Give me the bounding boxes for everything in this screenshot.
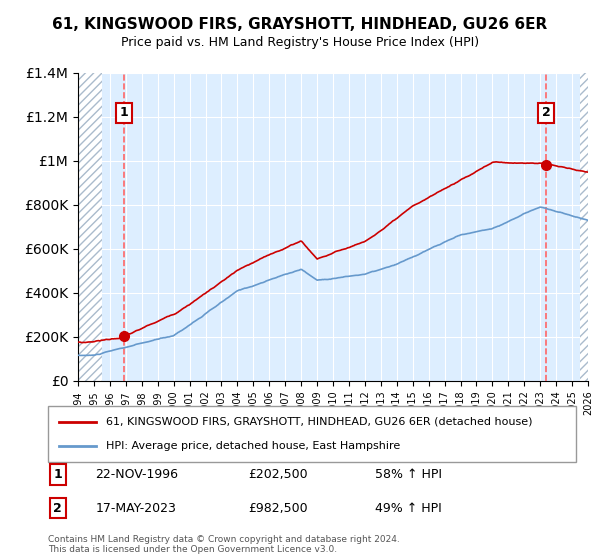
FancyBboxPatch shape: [48, 406, 576, 462]
Text: Price paid vs. HM Land Registry's House Price Index (HPI): Price paid vs. HM Land Registry's House …: [121, 36, 479, 49]
Text: 61, KINGSWOOD FIRS, GRAYSHOTT, HINDHEAD, GU26 6ER (detached house): 61, KINGSWOOD FIRS, GRAYSHOTT, HINDHEAD,…: [106, 417, 533, 427]
Text: £982,500: £982,500: [248, 502, 308, 515]
Text: £202,500: £202,500: [248, 468, 308, 481]
Bar: [580, 73, 588, 381]
Text: 61, KINGSWOOD FIRS, GRAYSHOTT, HINDHEAD, GU26 6ER: 61, KINGSWOOD FIRS, GRAYSHOTT, HINDHEAD,…: [52, 17, 548, 32]
Text: 49% ↑ HPI: 49% ↑ HPI: [376, 502, 442, 515]
Text: 22-NOV-1996: 22-NOV-1996: [95, 468, 179, 481]
Bar: [78, 73, 102, 381]
Text: HPI: Average price, detached house, East Hampshire: HPI: Average price, detached house, East…: [106, 441, 400, 451]
Text: 58% ↑ HPI: 58% ↑ HPI: [376, 468, 442, 481]
Text: 2: 2: [53, 502, 62, 515]
Text: Contains HM Land Registry data © Crown copyright and database right 2024.
This d: Contains HM Land Registry data © Crown c…: [48, 535, 400, 554]
Text: 1: 1: [53, 468, 62, 481]
Text: 17-MAY-2023: 17-MAY-2023: [95, 502, 176, 515]
Text: 1: 1: [120, 106, 128, 119]
Text: 2: 2: [542, 106, 551, 119]
